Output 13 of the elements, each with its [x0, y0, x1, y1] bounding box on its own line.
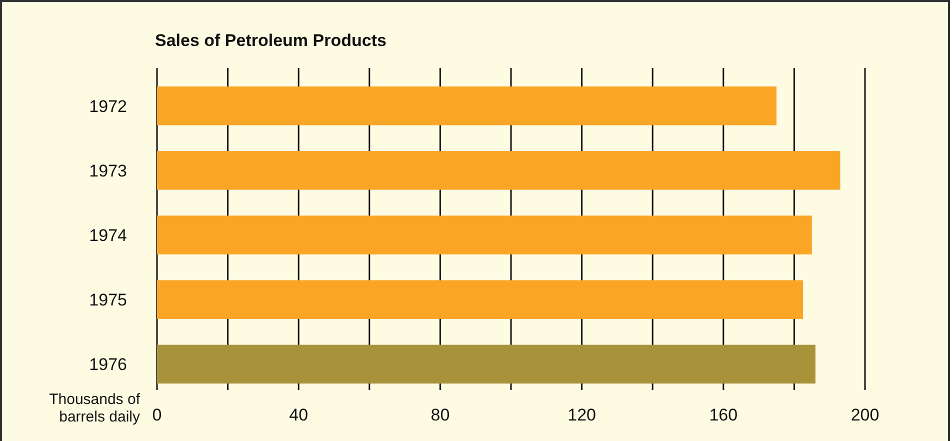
- x-tick-label: 40: [289, 405, 308, 424]
- x-tick-label: 120: [568, 405, 596, 424]
- x-tick-label: 160: [709, 405, 738, 424]
- x-axis-title: Thousands of barrels daily: [49, 391, 141, 426]
- x-tick-label: 200: [850, 405, 880, 424]
- y-tick-label: 1974: [89, 226, 127, 245]
- y-tick-label: 1975: [89, 290, 127, 310]
- y-tick-label: 1976: [89, 355, 127, 374]
- y-tick-label: 1973: [89, 161, 127, 180]
- y-tick-label: 1972: [89, 96, 127, 116]
- x-tick-label: 0: [152, 405, 162, 424]
- x-tick-label: 80: [430, 405, 450, 424]
- chart-title: Sales of Petroleum Products: [155, 31, 386, 50]
